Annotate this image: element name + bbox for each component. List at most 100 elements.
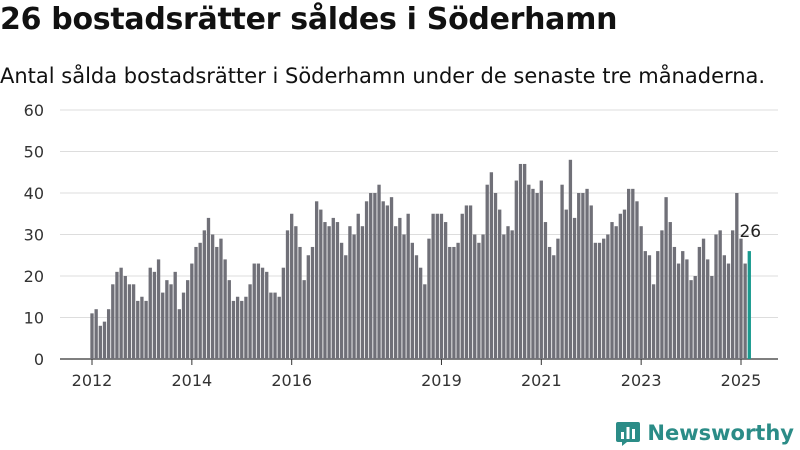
y-tick-label: 60: [24, 101, 44, 120]
bar: [206, 217, 211, 359]
bar: [402, 234, 406, 359]
bar: [131, 284, 136, 359]
bar: [186, 280, 190, 359]
bar: [585, 188, 589, 359]
bar: [693, 276, 697, 359]
bar: [115, 271, 119, 359]
bar: [647, 255, 652, 359]
bar: [743, 263, 747, 359]
bar: [269, 292, 273, 359]
highlight-bar: [747, 251, 751, 359]
bar: [651, 284, 656, 359]
bar: [535, 193, 539, 359]
bar: [127, 284, 132, 359]
bar: [618, 213, 622, 359]
bar: [335, 222, 340, 359]
bar: [231, 300, 236, 359]
bar: [610, 222, 614, 359]
bar: [489, 172, 494, 359]
bars: [90, 159, 751, 359]
y-tick-label: 0: [34, 350, 44, 369]
bar: [406, 213, 410, 359]
bar: [697, 246, 702, 359]
bar: [198, 242, 202, 359]
bar: [481, 234, 485, 359]
bar: [94, 309, 98, 359]
bar: [668, 222, 672, 359]
last-value-label: 26: [739, 222, 761, 242]
bar: [468, 205, 473, 359]
bar: [730, 230, 735, 359]
bar: [622, 209, 627, 359]
bar: [456, 242, 460, 359]
bar: [423, 284, 427, 359]
bar: [165, 280, 169, 359]
bar: [614, 226, 618, 359]
bar: [156, 259, 161, 359]
bar: [676, 263, 681, 359]
bar: [477, 242, 481, 359]
bar: [123, 276, 127, 359]
bar: [626, 188, 631, 359]
bar: [656, 251, 660, 359]
bar: [260, 267, 265, 359]
bar: [597, 242, 602, 359]
bar: [556, 238, 560, 359]
bar: [718, 230, 722, 359]
bar: [381, 201, 385, 359]
bar: [726, 263, 731, 359]
bar: [256, 263, 261, 359]
bar: [344, 255, 348, 359]
bar: [410, 242, 414, 359]
bar: [285, 230, 290, 359]
bar: [169, 284, 173, 359]
bar: [302, 280, 306, 359]
bar: [643, 251, 647, 359]
bar: [119, 267, 123, 359]
bar: [281, 267, 286, 359]
bar: [681, 251, 685, 359]
bar: [473, 234, 477, 359]
bar: [202, 230, 206, 359]
bar: [464, 205, 469, 359]
bar: [398, 217, 402, 359]
x-tick-label: 2016: [271, 371, 312, 390]
bar: [531, 188, 535, 359]
bar: [290, 213, 294, 359]
bar: [527, 184, 531, 359]
bar: [664, 197, 668, 359]
chart-subtitle: Antal sålda bostadsrätter i Söderhamn un…: [0, 64, 766, 88]
bar: [161, 292, 165, 359]
bar: [639, 226, 643, 359]
bar: [394, 226, 398, 359]
bar: [310, 246, 315, 359]
y-tick-label: 50: [24, 143, 44, 162]
bar: [364, 201, 369, 359]
x-tick-label: 2019: [421, 371, 462, 390]
y-tick-label: 30: [24, 226, 44, 245]
bar: [240, 300, 244, 359]
bar: [356, 213, 360, 359]
bar: [348, 226, 352, 359]
newsworthy-brand[interactable]: Newsworthy: [615, 420, 794, 446]
bar: [414, 255, 419, 359]
bar: [606, 234, 610, 359]
bar: [435, 213, 439, 359]
bar: [98, 325, 102, 359]
bar: [314, 201, 319, 359]
bar: [265, 271, 269, 359]
bar: [173, 271, 177, 359]
bar: [602, 238, 606, 359]
bar: [560, 184, 564, 359]
bar: [248, 284, 252, 359]
bar: [672, 246, 677, 359]
bar: [385, 205, 390, 359]
bar: [631, 188, 635, 359]
bar: [701, 238, 706, 359]
bar: [152, 271, 157, 359]
bar: [518, 163, 523, 359]
bar: [452, 246, 456, 359]
bar: [431, 213, 435, 359]
x-tick-label: 2025: [721, 371, 762, 390]
bar: [244, 296, 248, 359]
